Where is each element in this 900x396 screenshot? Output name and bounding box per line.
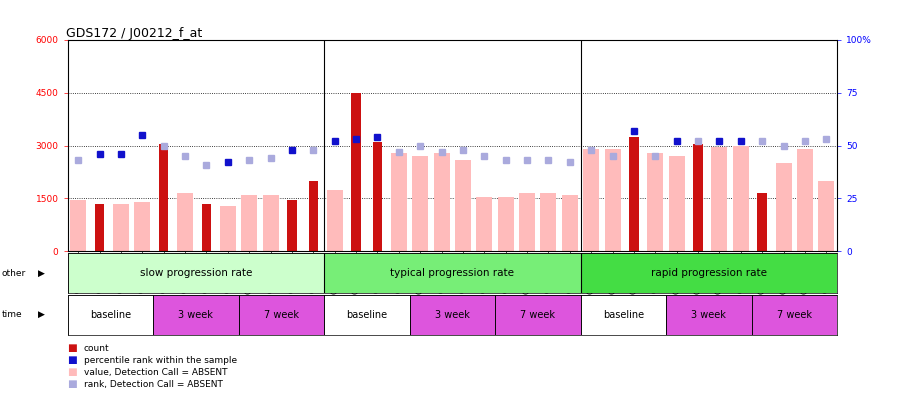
Bar (519, 193, 536, 251)
Text: 7 week: 7 week (264, 310, 299, 320)
Bar (605, 149, 621, 251)
Text: count: count (84, 344, 109, 353)
Text: rapid progression rate: rapid progression rate (651, 268, 767, 278)
Bar (818, 181, 834, 251)
Bar (580, 253, 837, 293)
Text: rank, Detection Call = ABSENT: rank, Detection Call = ABSENT (84, 380, 222, 388)
Bar (68, 253, 324, 293)
Text: value, Detection Call = ABSENT: value, Detection Call = ABSENT (84, 368, 227, 377)
Bar (391, 152, 407, 251)
Text: ■: ■ (68, 367, 77, 377)
Text: ■: ■ (68, 379, 77, 389)
Text: slow progression rate: slow progression rate (140, 268, 252, 278)
Text: baseline: baseline (603, 310, 643, 320)
Text: 3 week: 3 week (178, 310, 213, 320)
Bar (580, 295, 666, 335)
Bar (498, 197, 514, 251)
Text: typical progression rate: typical progression rate (391, 268, 514, 278)
Bar (373, 142, 382, 251)
Bar (177, 193, 194, 251)
Text: ▶: ▶ (38, 310, 45, 319)
Text: time: time (2, 310, 22, 319)
Bar (238, 295, 324, 335)
Bar (540, 193, 556, 251)
Text: GDS172 / J00212_f_at: GDS172 / J00212_f_at (66, 27, 202, 40)
Bar (134, 202, 150, 251)
Bar (241, 195, 257, 251)
Text: baseline: baseline (346, 310, 387, 320)
Bar (324, 253, 580, 293)
Text: 7 week: 7 week (777, 310, 812, 320)
Bar (495, 295, 580, 335)
Bar (733, 145, 749, 251)
Bar (220, 206, 236, 251)
Bar (112, 204, 129, 251)
Bar (796, 149, 813, 251)
Bar (583, 149, 599, 251)
Text: other: other (2, 269, 26, 278)
Bar (153, 295, 238, 335)
Bar (159, 144, 168, 251)
Bar (669, 156, 685, 251)
Bar (562, 195, 578, 251)
Bar (327, 190, 343, 251)
Bar (94, 204, 104, 251)
Bar (476, 197, 492, 251)
Bar (287, 200, 297, 251)
Text: ■: ■ (68, 343, 77, 354)
Bar (70, 200, 86, 251)
Bar (351, 93, 361, 251)
Text: 3 week: 3 week (435, 310, 470, 320)
Text: ■: ■ (68, 355, 77, 366)
Text: ▶: ▶ (38, 269, 45, 278)
Bar (68, 295, 153, 335)
Text: percentile rank within the sample: percentile rank within the sample (84, 356, 237, 365)
Bar (666, 295, 752, 335)
Text: baseline: baseline (90, 310, 130, 320)
Bar (454, 160, 471, 251)
Bar (263, 195, 279, 251)
Bar (776, 163, 792, 251)
Bar (711, 147, 727, 251)
Bar (410, 295, 495, 335)
Bar (412, 156, 428, 251)
Bar (309, 181, 318, 251)
Bar (324, 295, 410, 335)
Text: 3 week: 3 week (691, 310, 726, 320)
Bar (434, 152, 450, 251)
Bar (752, 295, 837, 335)
Bar (629, 137, 639, 251)
Bar (758, 193, 767, 251)
Bar (693, 144, 703, 251)
Bar (647, 152, 663, 251)
Text: 7 week: 7 week (520, 310, 555, 320)
Bar (202, 204, 211, 251)
